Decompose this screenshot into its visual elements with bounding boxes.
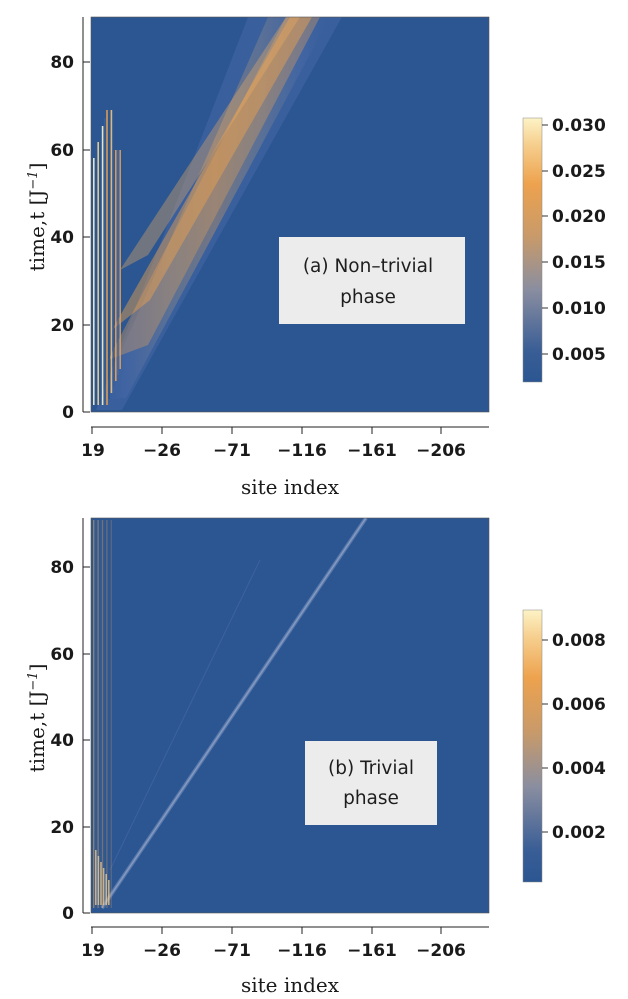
- heatmap-stripe: [97, 520, 99, 908]
- heatmap-stripe: [112, 150, 115, 387]
- panel-b: (b) Trivial phase 0 20 40 60 80 19: [25, 517, 606, 997]
- y-tick-label: 20: [50, 316, 74, 336]
- panel-b-y-axis-label: time,t [J−1]: [25, 664, 49, 773]
- colorbar-tick-label: 0.004: [552, 759, 606, 779]
- colorbar-tick-label: 0.008: [552, 631, 606, 651]
- panel-b-plot-area: [91, 518, 489, 913]
- heatmap-stripe: [104, 118, 106, 405]
- panel-b-colorbar: 0.008 0.006 0.004 0.002: [522, 609, 606, 883]
- heatmap-stripe: [99, 134, 102, 405]
- x-tick-label: −116: [277, 941, 327, 961]
- y-tick-label: 40: [50, 228, 74, 248]
- heatmap-stripe: [97, 856, 100, 905]
- heatmap-stripe: [106, 520, 108, 908]
- panel-a-axes: [82, 17, 489, 434]
- colorbar-tick-label: 0.010: [552, 299, 606, 319]
- colorbar-tick-label: 0.002: [552, 823, 606, 843]
- heatmap-stripe: [108, 520, 110, 908]
- colorbar-tick-label: 0.006: [552, 695, 606, 715]
- colorbar-tick-label: 0.030: [552, 116, 606, 136]
- x-tick-label: −26: [143, 441, 181, 461]
- panel-b-y-ticks: 0 20 40 60 80: [50, 558, 74, 924]
- panel-b-x-axis-label: site index: [241, 973, 340, 997]
- heatmap-stripe: [95, 850, 97, 905]
- panel-a-y-axis-label: time,t [J−1]: [25, 163, 49, 272]
- panel-a-y-ticks: 0 20 40 60 80: [50, 53, 74, 423]
- heatmap-stripe: [102, 868, 105, 905]
- x-tick-label: −71: [213, 941, 251, 961]
- x-tick-label: 19: [81, 441, 105, 461]
- panel-b-x-ticks: 19 −26 −71 −116 −161 −206: [81, 941, 466, 961]
- panel-a-annotation-line-1: (a) Non–trivial: [303, 256, 433, 277]
- heatmap-stripe: [97, 142, 99, 405]
- x-tick-label: −71: [213, 441, 251, 461]
- heatmap-stripe: [119, 150, 121, 369]
- y-tick-label: 80: [50, 558, 74, 578]
- x-tick-label: −206: [416, 441, 466, 461]
- heatmap-stripe: [110, 520, 112, 908]
- panel-b-boundary-oscillation: [93, 520, 112, 908]
- heatmap-stripe: [115, 150, 117, 381]
- y-tick-label: 0: [62, 403, 74, 423]
- x-tick-label: −116: [277, 441, 327, 461]
- heatmap-stripe: [99, 520, 101, 908]
- y-tick-label: 0: [62, 904, 74, 924]
- y-tick-label: 40: [50, 731, 74, 751]
- heatmap-stripe: [110, 110, 113, 393]
- y-tick-label: 20: [50, 818, 74, 838]
- panel-b-annotation: (b) Trivial phase: [305, 741, 437, 825]
- panel-a-annotation: (a) Non–trivial phase: [279, 237, 465, 324]
- panel-a-x-axis-label: site index: [241, 475, 340, 499]
- heatmap-stripe: [106, 110, 108, 405]
- panel-a-light-cone: [96, 17, 342, 410]
- x-tick-label: −206: [416, 941, 466, 961]
- panel-a: (a) Non–trivial phase 0 20 40 60 80: [25, 16, 606, 499]
- heatmap-stripe: [101, 126, 104, 405]
- y-tick-label: 60: [50, 141, 74, 161]
- panel-a-colorbar: 0.030 0.025 0.020 0.015 0.010 0.005: [522, 116, 606, 383]
- colorbar-tick-label: 0.025: [552, 162, 606, 182]
- heatmap-stripe: [101, 520, 104, 908]
- panel-a-edge-mode: [93, 110, 121, 405]
- heatmap-stripe: [93, 520, 95, 908]
- panel-a-x-ticks: 19 −26 −71 −116 −161 −206: [81, 441, 466, 461]
- heatmap-stripe: [117, 150, 119, 375]
- heatmap-stripe: [108, 110, 110, 399]
- panel-b-annotation-line-1: (b) Trivial: [328, 758, 414, 779]
- y-tick-label: 80: [50, 53, 74, 73]
- panel-b-axes: [82, 518, 489, 934]
- heatmap-stripe: [95, 150, 97, 405]
- x-tick-label: 19: [81, 941, 105, 961]
- colorbar-tick-label: 0.005: [552, 345, 606, 365]
- heatmap-stripe: [105, 874, 107, 905]
- heatmap-stripe: [93, 158, 95, 405]
- heatmap-stripe: [100, 862, 102, 905]
- colorbar-tick-label: 0.015: [552, 253, 606, 273]
- panel-b-annotation-line-2: phase: [343, 788, 399, 809]
- heatmap-stripe: [95, 520, 97, 908]
- x-tick-label: −161: [347, 941, 397, 961]
- y-tick-label: 60: [50, 645, 74, 665]
- heatmap-stripe: [108, 880, 110, 905]
- x-tick-label: −161: [347, 441, 397, 461]
- heatmap-stripe: [104, 520, 106, 908]
- panel-b-light-cone: [100, 518, 368, 910]
- panel-a-annotation-line-2: phase: [340, 287, 396, 308]
- colorbar-tick-label: 0.020: [552, 207, 606, 227]
- x-tick-label: −26: [143, 941, 181, 961]
